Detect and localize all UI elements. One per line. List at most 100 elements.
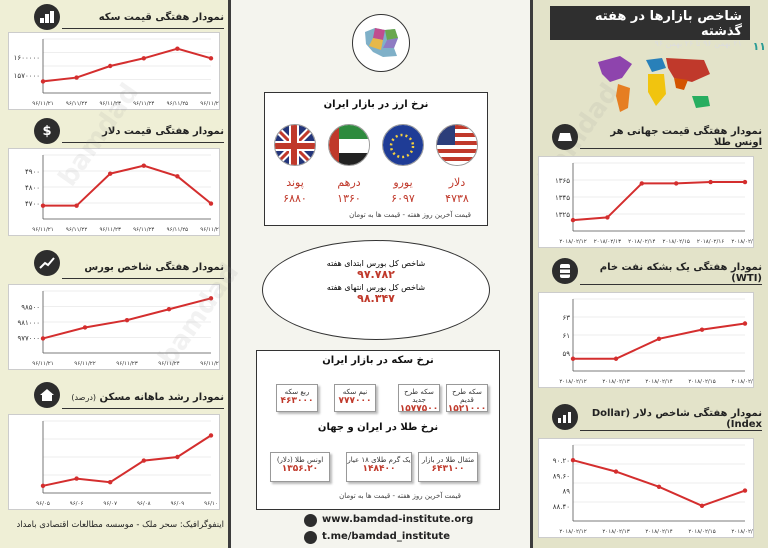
y-tick-label: ۶۳ xyxy=(562,314,570,322)
series-line xyxy=(42,47,212,83)
gold-card: یک گرم طلای ۱۸ عیار ۱۴۸۴۰۰ xyxy=(346,452,412,482)
coins-panel-title: نرخ سکه در بازار ایران xyxy=(322,355,434,366)
bourse-start-label: شاخص کل بورس ابتدای هفته xyxy=(326,259,426,268)
y-tick-label: ۱۶۰۰۰۰۰ xyxy=(14,54,40,62)
x-tick-label: ۲۰۱۸/۰۲/۱۶ xyxy=(731,379,753,385)
x-tick-label: ۲۰۱۸/۰۲/۱۴ xyxy=(628,239,655,245)
x-tick-label: ۹۶/۰۶ xyxy=(70,501,84,507)
coin-stack-icon xyxy=(34,4,60,30)
dollar-chart: ۴۷۰۰ ۴۸۰۰ ۴۹۰۰ ۹۶/۱۱/۲۱ ۹۶/۱۱/۲۲ ۹۶/۱۱/۲۳ ۹۶/۱… xyxy=(8,148,220,236)
left-divider xyxy=(228,0,231,548)
dollar-line-chart: ۴۷۰۰ ۴۸۰۰ ۴۹۰۰ ۹۶/۱۱/۲۱ ۹۶/۱۱/۲۲ ۹۶/۱۱/۲۳ ۹۶/۱… xyxy=(25,154,219,233)
x-tick-label: ۲۰۱۸/۰۲/۱۳ xyxy=(602,529,629,535)
y-tick-label: ۱۵۷۰۰۰۰ xyxy=(14,72,40,80)
x-tick-label: ۲۰۱۸/۰۲/۱۵ xyxy=(688,379,715,385)
y-tick-label: ۵۹ xyxy=(562,350,570,358)
fx-panel-title: نرخ ارز در بازار ایران xyxy=(323,99,429,110)
page-number: ۱۱ xyxy=(752,40,766,53)
data-point xyxy=(166,307,172,312)
data-point xyxy=(674,181,679,186)
fx-value: ۶۸۸۰ xyxy=(283,192,307,205)
data-point xyxy=(175,174,180,179)
date-range: ۲۱ بهمن ۹۶ تا ۲۶ بهمن ۹۶ xyxy=(654,39,742,48)
fx-value: ۶۰۹۷ xyxy=(391,192,415,205)
data-point xyxy=(82,325,88,330)
data-point xyxy=(74,476,79,481)
oil-line-chart: ۵۹ ۶۱ ۶۳ ۲۰۱۸/۰۲/۱۲ ۲۰۱۸/۰۲/۱۳ ۲۰۱۸/۰۲/۱۴ ۲۰۱۸… xyxy=(559,298,753,385)
y-tick-label: ۸۹ xyxy=(562,488,570,496)
bourse-line-chart: ۹۷۷۰۰۰ ۹۸۱۰۰۰ ۹۸۵۰۰ ۹۶/۱۱/۲۱ ۹۶/۱۱/۲۲ ۹۶/۱۱/۲… xyxy=(17,290,219,367)
data-point xyxy=(141,458,146,463)
x-tick-label: ۲۰۱۸/۰۲/۱۳ xyxy=(602,379,629,385)
x-tick-label: ۲۰۱۸/۰۲/۱۵ xyxy=(663,239,690,245)
coin-chart: ۱۵۷۰۰۰۰ ۱۶۰۰۰۰۰ ۹۶/۱۱/۲۱ ۹۶/۱۱/۲۲ ۹۶/۱۱/۲۳ ۹۶… xyxy=(8,32,220,110)
x-tick-label: ۹۶/۱۱/۲۳ xyxy=(99,227,120,233)
dollar-coin-icon: $ xyxy=(34,118,60,144)
x-tick-label: ۹۶/۱۱/۲۶ xyxy=(200,227,219,233)
bourse-chart-title: نمودار هفتگی شاخص بورس xyxy=(62,258,224,279)
data-point xyxy=(656,484,662,489)
x-tick-label: ۹۶/۱۱/۲۳ xyxy=(99,101,120,107)
data-point xyxy=(141,56,146,61)
housing-chart-title: نمودار رشد ماهانه مسکن (درصد) xyxy=(62,388,224,409)
gold-card: مثقال طلا در بازار ۶۴۳۱۰۰ xyxy=(418,452,478,482)
data-point xyxy=(742,321,748,326)
x-tick-label: ۲۰۱۸/۰۲/۱۴ xyxy=(645,379,672,385)
website-link[interactable]: www.bamdad-institute.org xyxy=(322,514,474,525)
globe-icon xyxy=(304,514,317,527)
x-tick-label: ۹۶/۱۱/۲۶ xyxy=(200,101,219,107)
dollar-chart-title: نمودار هفتگی قیمت دلار xyxy=(62,122,224,143)
y-tick-label: ۹۰.۲۰ xyxy=(553,457,570,465)
gold-ounce-line-chart: ۱۳۲۵ ۱۳۴۵ ۱۳۶۵ ۲۰۱۸/۰۲/۱۲ ۲۰۱۸/۰۲/۱۳ ۲۰۱۸/۰۲/… xyxy=(555,162,753,245)
coin-chart-title: نمودار هفتگی قیمت سکه xyxy=(62,8,224,29)
x-tick-label: ۹۶/۰۸ xyxy=(137,501,151,507)
coin-card: سکه طرح جدید ۱۵۷۷۵۰۰ xyxy=(398,384,440,414)
x-tick-label: ۹۶/۱۰ xyxy=(204,501,218,507)
dollar-index-icon xyxy=(552,404,578,430)
x-tick-label: ۹۶/۱۱/۲۳ xyxy=(116,361,137,367)
bourse-end-label: شاخص کل بورس انتهای هفته xyxy=(326,283,426,292)
x-tick-label: ۹۶/۱۱/۲۴ xyxy=(133,101,154,107)
world-map-graphic xyxy=(592,52,718,118)
dxy-chart: ۸۸.۴۰ ۸۹ ۸۹.۶۰ ۹۰.۲۰ ۲۰۱۸/۰۲/۱۲ ۲۰۱۸/۰۲/۱۳ ۲۰۱… xyxy=(538,438,754,538)
x-tick-label: ۹۶/۱۱/۲۴ xyxy=(133,227,154,233)
x-tick-label: ۲۰۱۸/۰۲/۱۳ xyxy=(594,239,621,245)
bourse-end-value: ۹۸.۳۴۷ xyxy=(357,292,395,305)
y-tick-label: ۴۷۰۰ xyxy=(25,200,40,208)
housing-chart: ۹۶/۰۵ ۹۶/۰۶ ۹۶/۰۷ ۹۶/۰۸ ۹۶/۰۹ ۹۶/۱۰ xyxy=(8,414,220,510)
y-tick-label: ۱۳۶۵ xyxy=(555,177,570,185)
x-tick-label: ۹۶/۱۱/۲۱ xyxy=(32,227,53,233)
x-tick-label: ۹۶/۱۱/۲۲ xyxy=(66,101,87,107)
fx-name: یورو xyxy=(393,176,413,189)
data-point xyxy=(74,75,79,80)
fx-name: دلار xyxy=(448,176,466,189)
x-tick-label: ۲۰۱۸/۰۲/۱۲ xyxy=(559,529,586,535)
x-tick-label: ۲۰۱۸/۰۲/۱۶ xyxy=(731,529,753,535)
rising-chart-icon xyxy=(34,250,60,276)
y-tick-label: ۹۸۵۰۰ xyxy=(21,304,40,312)
x-tick-label: ۹۶/۰۷ xyxy=(103,501,117,507)
data-point xyxy=(141,163,146,168)
data-point xyxy=(208,296,214,301)
data-point xyxy=(208,56,214,61)
gold-ounce-chart-title: نمودار هفتگی قیمت جهانی هر اونس طلا xyxy=(580,126,762,149)
fx-note: قیمت آخرین روز هفته - قیمت ها به تومان xyxy=(349,211,471,219)
data-point xyxy=(175,454,180,460)
telegram-link[interactable]: t.me/bamdad_institute xyxy=(322,531,450,542)
x-tick-label: ۲۰۱۸/۰۲/۱۷ xyxy=(731,239,753,245)
x-tick-label: ۹۶/۱۱/۲۱ xyxy=(32,101,53,107)
data-point xyxy=(742,488,748,493)
data-point xyxy=(656,336,662,342)
x-tick-label: ۹۶/۱۱/۲۲ xyxy=(74,361,95,367)
data-point xyxy=(40,483,46,488)
data-point xyxy=(570,458,576,463)
oil-chart-title: نمودار هفتگی یک بشکه نفت خام (WTI) xyxy=(580,262,762,285)
gold-bar-icon xyxy=(552,124,578,150)
bourse-index-ellipse: شاخص کل بورس ابتدای هفته ۹۷.۷۸۲ شاخص کل … xyxy=(262,240,490,340)
dxy-line-chart: ۸۸.۴۰ ۸۹ ۸۹.۶۰ ۹۰.۲۰ ۲۰۱۸/۰۲/۱۲ ۲۰۱۸/۰۲/۱۳ ۲۰۱… xyxy=(553,444,753,535)
x-tick-label: ۹۶/۰۹ xyxy=(171,501,185,507)
y-tick-label: ۹۸۱۰۰۰ xyxy=(17,319,40,327)
coin-card: نیم سکه ۷۷۷۰۰۰ xyxy=(334,384,376,412)
gold-ounce-chart: ۱۳۲۵ ۱۳۴۵ ۱۳۶۵ ۲۰۱۸/۰۲/۱۲ ۲۰۱۸/۰۲/۱۳ ۲۰۱۸/۰۲/… xyxy=(538,156,754,248)
gold-card: اونس طلا (دلار) ۱۳۵۶.۲۰ xyxy=(270,452,330,482)
